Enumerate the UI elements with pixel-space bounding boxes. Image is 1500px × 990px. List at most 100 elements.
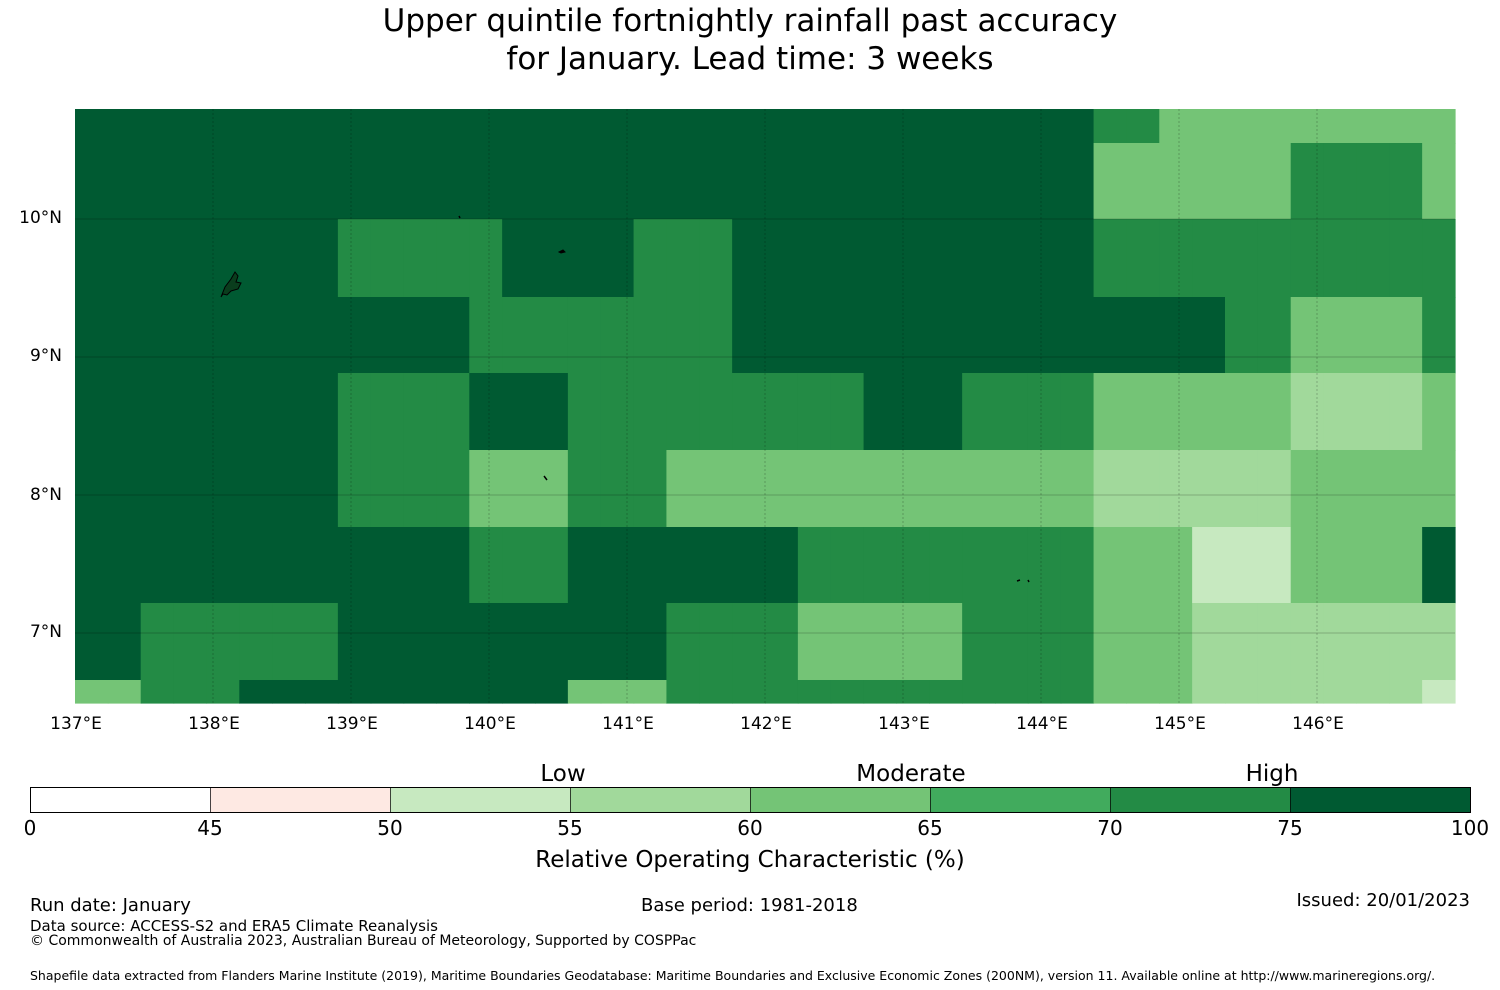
grid-cell — [863, 527, 898, 604]
grid-cell — [1422, 143, 1456, 220]
grid-cell — [1192, 450, 1226, 528]
grid-cell — [107, 373, 142, 451]
grid-cell — [535, 373, 569, 451]
grid-cell — [370, 527, 405, 604]
grid-cell — [896, 680, 930, 704]
grid-cell — [962, 143, 996, 220]
graticule — [75, 109, 1455, 703]
grid-cell — [1225, 603, 1259, 681]
grid-cell — [239, 219, 273, 298]
grid-cell — [732, 143, 766, 220]
lon-label-145e: 145°E — [1154, 714, 1206, 734]
grid-cell — [995, 527, 1029, 604]
grid-cell — [1323, 373, 1358, 451]
grid-cell — [535, 219, 569, 298]
grid-cell — [173, 219, 208, 298]
grid-cell — [305, 450, 339, 528]
grid-cell — [830, 450, 865, 528]
grid-cell — [863, 373, 898, 451]
grid-cell — [699, 219, 733, 298]
grid-cell — [567, 297, 602, 374]
grid-cell — [1027, 450, 1062, 528]
grid-cell — [600, 297, 635, 374]
grid-cell — [666, 527, 700, 604]
grid-cell — [962, 297, 996, 374]
grid-cell — [863, 603, 898, 681]
grid-cell — [962, 109, 996, 144]
grid-cell — [830, 297, 865, 374]
grid-cell — [337, 450, 372, 528]
grid-cells — [75, 109, 1456, 704]
grid-cell — [1093, 603, 1128, 681]
tick-label-0: 0 — [23, 816, 37, 840]
grid-cell — [633, 527, 668, 604]
lat-label-10n: 10°N — [19, 208, 62, 228]
grid-cell — [1323, 680, 1358, 704]
legend-category-high: High — [1245, 761, 1299, 787]
tick-label-70: 70 — [1097, 816, 1123, 840]
grid-cell — [140, 109, 175, 144]
lon-label-142e: 142°E — [740, 714, 792, 734]
grid-cell — [797, 109, 832, 144]
grid-cell — [797, 143, 832, 220]
grid-cell — [75, 680, 109, 704]
grid-cell — [1192, 109, 1226, 144]
grid-cell — [929, 297, 963, 374]
grid-cell — [1159, 603, 1193, 681]
grid-cell — [403, 143, 438, 220]
lon-label-137e: 137°E — [50, 714, 102, 734]
island-small-d — [1016, 579, 1030, 583]
grid-cell — [1027, 143, 1062, 220]
grid-cell — [1027, 680, 1062, 704]
grid-cell — [370, 373, 405, 451]
grid-cell — [1257, 373, 1292, 451]
tick-label-60: 60 — [737, 816, 763, 840]
grid-cell — [995, 219, 1029, 298]
grid-cell — [272, 109, 306, 144]
grid-cell — [206, 603, 240, 681]
lon-label-146e: 146°E — [1292, 714, 1344, 734]
grid-cell — [403, 527, 438, 604]
grid-cell — [699, 603, 733, 681]
grid-cell — [535, 527, 569, 604]
grid-cell — [436, 143, 470, 220]
grid-cell — [633, 603, 668, 681]
grid-cell — [1323, 603, 1358, 681]
grid-cell — [797, 297, 832, 374]
grid-cell — [765, 603, 799, 681]
grid-cell — [1389, 680, 1423, 704]
chart-title-line2: for January. Lead time: 3 weeks — [506, 41, 994, 77]
grid-cell — [469, 527, 503, 604]
colorbar-segment — [30, 787, 211, 813]
grid-cell — [600, 109, 635, 144]
grid-cell — [1126, 143, 1160, 220]
grid-cell — [173, 527, 208, 604]
grid-cell — [337, 219, 372, 298]
grid-cell — [370, 219, 405, 298]
grid-cell — [337, 109, 372, 144]
grid-cell — [436, 109, 470, 144]
grid-cell — [1060, 603, 1095, 681]
grid-cell — [272, 603, 306, 681]
grid-cell — [1060, 527, 1095, 604]
grid-cell — [1257, 450, 1292, 528]
grid-cell — [1126, 297, 1160, 374]
copyright: © Commonwealth of Australia 2023, Austra… — [30, 933, 697, 949]
grid-cell — [896, 109, 930, 144]
colorbar-segment — [1110, 787, 1291, 813]
grid-cell — [830, 109, 865, 144]
grid-cell — [1093, 527, 1128, 604]
grid-cell — [1126, 109, 1160, 144]
colorbar-segment — [210, 787, 391, 813]
grid-cell — [1389, 297, 1423, 374]
grid-cell — [107, 143, 142, 220]
grid-cell — [75, 527, 109, 604]
grid-cell — [600, 373, 635, 451]
grid-cell — [239, 109, 273, 144]
grid-cell — [1356, 143, 1390, 220]
grid-cell — [239, 603, 273, 681]
grid-cell — [1422, 603, 1456, 681]
grid-cell — [666, 450, 700, 528]
grid-cell — [995, 603, 1029, 681]
island-small-b — [458, 215, 461, 219]
